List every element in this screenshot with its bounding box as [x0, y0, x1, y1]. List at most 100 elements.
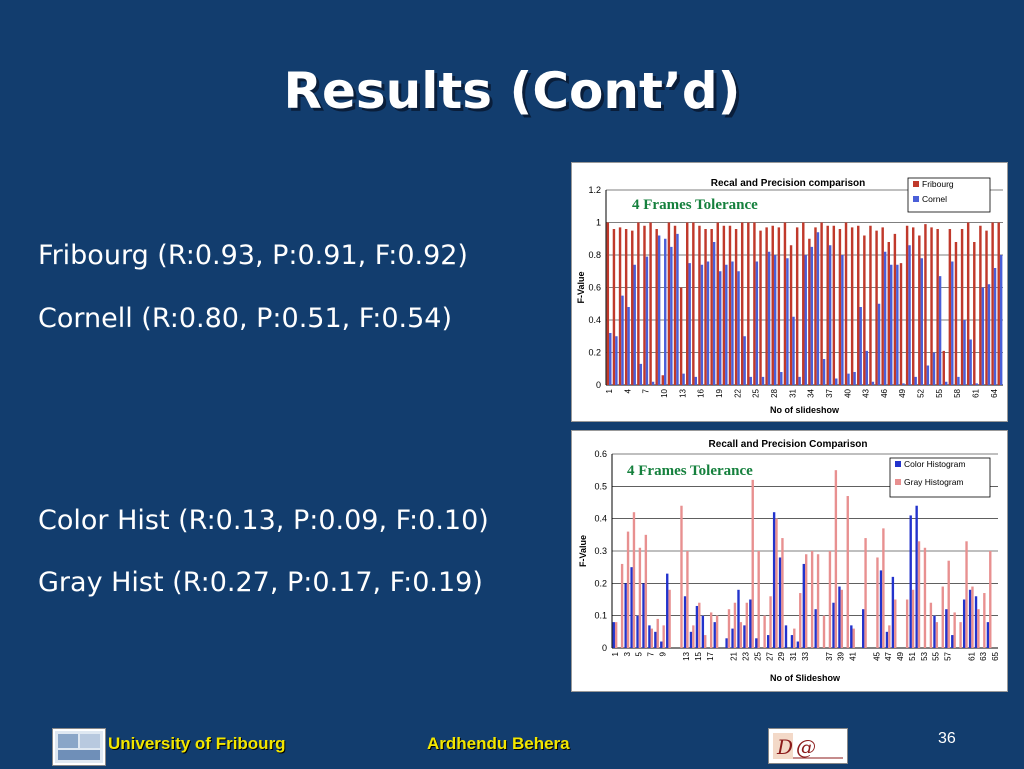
bar — [718, 271, 722, 385]
x-tick-label: 34 — [807, 388, 816, 397]
bar — [637, 222, 640, 385]
x-tick-label: 19 — [715, 388, 724, 397]
bar — [802, 222, 805, 385]
chart-title: Recall and Precision Comparison — [709, 439, 868, 450]
legend-box — [889, 457, 991, 498]
bar — [633, 264, 636, 385]
x-tick-label: 1 — [605, 388, 614, 393]
bar — [639, 363, 643, 386]
x-tick-label: 43 — [862, 388, 871, 397]
bar — [997, 222, 1000, 385]
legend-label: Gray Histogram — [904, 477, 964, 487]
bar — [731, 261, 734, 385]
bar — [679, 287, 683, 385]
bar — [778, 557, 782, 648]
bar — [923, 547, 927, 648]
bar — [841, 255, 844, 385]
bar — [789, 245, 793, 385]
x-tick-label: 37 — [825, 388, 834, 397]
bar — [899, 263, 903, 386]
bar — [844, 222, 848, 385]
bar — [951, 635, 954, 648]
bar — [772, 512, 776, 648]
bar — [783, 222, 787, 385]
x-tick-label: 31 — [789, 651, 798, 660]
x-tick-label: 51 — [908, 651, 917, 660]
bar — [670, 246, 673, 386]
y-axis-label: F-Value — [576, 271, 586, 303]
bar — [627, 307, 630, 385]
x-tick-label: 27 — [765, 651, 774, 660]
x-tick-label: 53 — [920, 651, 929, 660]
x-tick-label: 29 — [777, 651, 786, 660]
bar — [686, 222, 689, 385]
bar — [945, 609, 948, 648]
bar — [664, 238, 667, 385]
bar — [676, 233, 679, 386]
result-line-fribourg: Fribourg (R:0.93, P:0.91, F:0.92) — [38, 240, 468, 271]
bar — [630, 567, 633, 648]
bar — [700, 264, 704, 385]
bar — [755, 261, 759, 385]
bar — [701, 615, 705, 648]
bar — [727, 609, 731, 648]
bar — [650, 628, 653, 648]
bar — [890, 264, 893, 385]
y-tick-label: 0.8 — [588, 250, 601, 260]
bar — [936, 229, 939, 385]
bar — [773, 255, 777, 385]
bar — [871, 381, 875, 385]
bar — [654, 631, 657, 648]
bar — [902, 383, 905, 386]
bar — [968, 589, 972, 648]
y-tick-label: 1.2 — [588, 185, 601, 195]
x-tick-label: 45 — [872, 651, 881, 660]
bar — [963, 320, 966, 385]
bar — [822, 359, 826, 385]
bar — [739, 622, 743, 648]
diva-logo: D @ — [768, 728, 848, 764]
bar — [614, 622, 618, 648]
y-tick-label: 0.1 — [594, 611, 607, 621]
bar — [798, 376, 801, 386]
bar — [793, 628, 796, 648]
bar — [695, 605, 699, 648]
y-tick-label: 1 — [596, 218, 601, 228]
bar — [722, 225, 726, 385]
bar — [692, 625, 695, 648]
bar — [863, 235, 866, 385]
bar — [709, 612, 713, 648]
chart-frame-1: Recal and Precision comparison 0 0.2 0.4 0.6… — [571, 162, 1008, 422]
bar — [686, 551, 689, 648]
result-line-gray-hist: Gray Hist (R:0.27, P:0.17, F:0.19) — [38, 567, 483, 598]
bar — [656, 618, 659, 648]
x-tick-label: 49 — [896, 651, 905, 660]
chart-1: Recal and Precision comparison 0 0.2 0.4 0.6… — [576, 177, 1003, 415]
y-tick-label: 0.3 — [594, 546, 607, 556]
x-tick-label: 25 — [754, 651, 763, 660]
bar — [894, 599, 897, 648]
bar — [704, 635, 707, 648]
bar — [786, 258, 789, 385]
x-tick-label: 7 — [642, 388, 651, 393]
bar — [712, 242, 716, 385]
bar — [609, 333, 612, 385]
bar — [692, 222, 695, 385]
svg-text:@: @ — [796, 735, 816, 759]
bar — [959, 622, 962, 648]
bar — [766, 635, 770, 648]
bar — [896, 264, 899, 385]
bar — [790, 635, 794, 648]
bar — [941, 586, 944, 648]
x-tick-label: 3 — [623, 651, 632, 656]
x-tick-label: 49 — [898, 388, 907, 397]
bar — [960, 229, 964, 385]
bar — [612, 229, 616, 385]
x-tick-label: 61 — [972, 388, 981, 397]
bar — [618, 227, 622, 386]
bar — [743, 625, 746, 648]
bar — [876, 557, 879, 648]
chart-title: Recal and Precision comparison — [711, 178, 866, 189]
bar — [749, 599, 752, 648]
x-tick-label: 15 — [694, 651, 703, 660]
